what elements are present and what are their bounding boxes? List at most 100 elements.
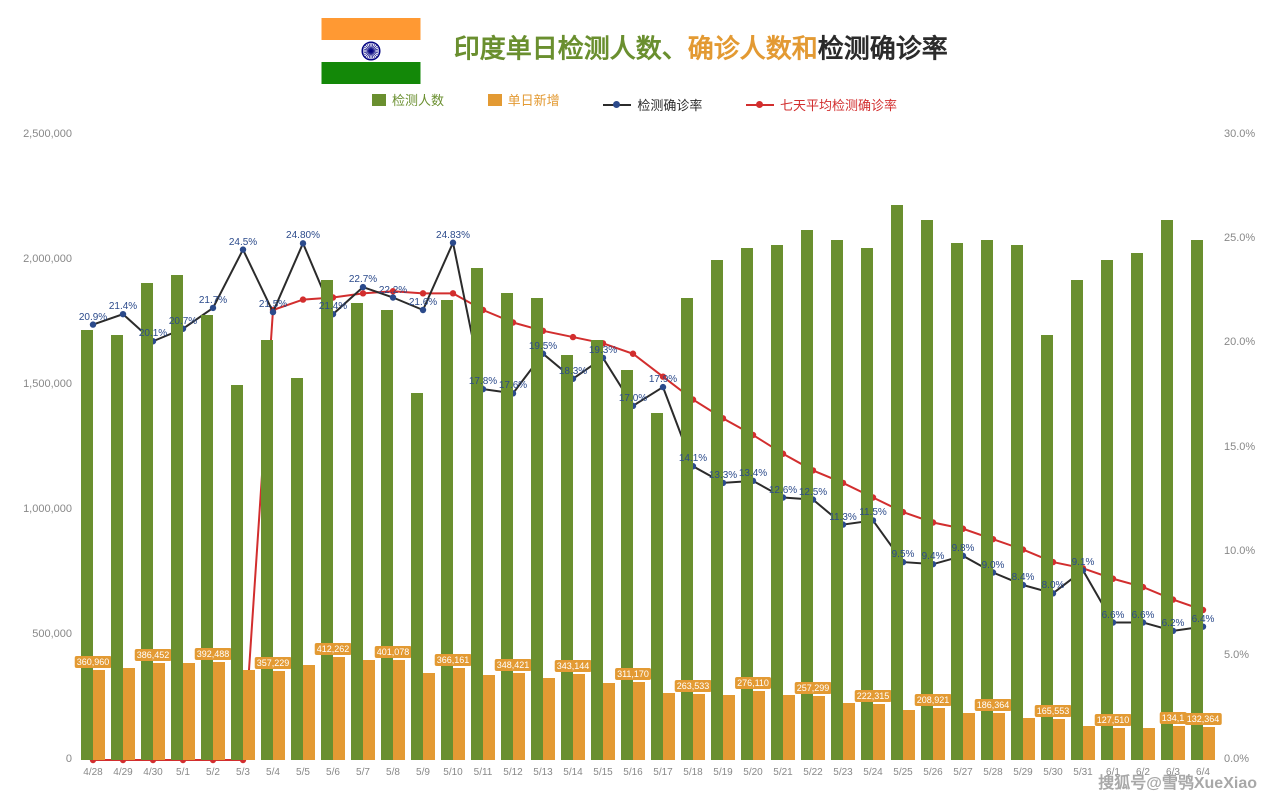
bar-cases bbox=[303, 665, 314, 760]
cases-label: 208,921 bbox=[915, 694, 952, 706]
bar-tests bbox=[861, 248, 872, 761]
cases-label: 401,078 bbox=[375, 646, 412, 658]
x-tick: 5/9 bbox=[416, 767, 430, 778]
x-tick: 5/1 bbox=[176, 767, 190, 778]
bar-cases bbox=[423, 673, 434, 761]
bar-tests bbox=[951, 243, 962, 761]
legend-rate-label: 检测确诊率 bbox=[637, 95, 702, 114]
rate-label: 6.6% bbox=[1102, 609, 1125, 620]
legend-avg-label: 七天平均检测确诊率 bbox=[780, 95, 897, 114]
bar-cases bbox=[483, 675, 494, 760]
x-tick: 5/12 bbox=[503, 767, 522, 778]
x-tick: 5/18 bbox=[683, 767, 702, 778]
rate-label: 13.4% bbox=[739, 468, 767, 479]
y2-tick: 0.0% bbox=[1224, 753, 1269, 765]
bar-cases bbox=[213, 662, 224, 760]
x-tick: 5/30 bbox=[1043, 767, 1062, 778]
bar-cases bbox=[123, 668, 134, 761]
x-tick: 5/10 bbox=[443, 767, 462, 778]
x-tick: 5/8 bbox=[386, 767, 400, 778]
rate-label: 9.0% bbox=[982, 559, 1005, 570]
x-tick: 5/11 bbox=[474, 767, 493, 778]
y1-tick: 500,000 bbox=[12, 628, 72, 640]
bar-tests bbox=[171, 275, 182, 760]
bar-tests bbox=[411, 393, 422, 761]
x-tick: 5/14 bbox=[563, 767, 582, 778]
bar-cases bbox=[723, 695, 734, 760]
india-flag-icon bbox=[321, 18, 421, 89]
cases-label: 311,170 bbox=[615, 668, 651, 680]
bar-tests bbox=[261, 340, 272, 760]
rate-label: 9.5% bbox=[892, 549, 915, 560]
x-tick: 5/20 bbox=[743, 767, 762, 778]
cases-label: 392,488 bbox=[195, 648, 232, 660]
y1-tick: 2,500,000 bbox=[12, 128, 72, 140]
legend-cases: 单日新增 bbox=[488, 90, 560, 109]
y2-tick: 25.0% bbox=[1224, 232, 1269, 244]
bar-cases bbox=[393, 660, 404, 760]
x-tick: 5/17 bbox=[653, 767, 672, 778]
bar-cases bbox=[543, 678, 554, 761]
rate-label: 8.4% bbox=[1012, 572, 1035, 583]
bar-tests bbox=[291, 378, 302, 761]
cases-label: 412,262 bbox=[315, 643, 352, 655]
bar-cases bbox=[453, 668, 464, 760]
bar-tests bbox=[891, 205, 902, 760]
bar-cases bbox=[993, 713, 1004, 760]
watermark: 搜狐号@雪鸮XueXiao bbox=[1098, 769, 1257, 793]
x-tick: 5/15 bbox=[593, 767, 612, 778]
bar-cases bbox=[663, 693, 674, 761]
cases-label: 360,960 bbox=[75, 656, 112, 668]
cases-label: 343,144 bbox=[555, 660, 592, 672]
x-tick: 5/26 bbox=[923, 767, 942, 778]
rate-label: 11.3% bbox=[829, 511, 857, 522]
cases-label: 276,110 bbox=[735, 677, 771, 689]
y2-tick: 15.0% bbox=[1224, 441, 1269, 453]
x-tick: 4/28 bbox=[83, 767, 102, 778]
bar-tests bbox=[1191, 240, 1202, 760]
legend-tests-label: 检测人数 bbox=[392, 90, 444, 109]
x-tick: 5/21 bbox=[773, 767, 792, 778]
cases-label: 222,315 bbox=[855, 690, 892, 702]
bar-tests bbox=[111, 335, 122, 760]
bar-tests bbox=[81, 330, 92, 760]
rate-label: 24.80% bbox=[286, 230, 320, 241]
rate-label: 17.8% bbox=[469, 376, 497, 387]
cases-label: 186,364 bbox=[975, 699, 1012, 711]
rate-label: 14.1% bbox=[679, 453, 707, 464]
rate-label: 12.6% bbox=[769, 484, 797, 495]
rate-label: 21.4% bbox=[319, 301, 347, 312]
bar-tests bbox=[561, 355, 572, 760]
bar-tests bbox=[381, 310, 392, 760]
bar-cases bbox=[243, 670, 254, 760]
rate-label: 9.4% bbox=[922, 551, 945, 562]
legend-cases-label: 单日新增 bbox=[508, 90, 560, 109]
bar-cases bbox=[603, 683, 614, 761]
rate-label: 17.6% bbox=[499, 380, 527, 391]
bar-cases bbox=[1143, 728, 1154, 761]
bar-cases bbox=[1203, 727, 1214, 760]
bar-cases bbox=[183, 663, 194, 761]
y2-tick: 10.0% bbox=[1224, 545, 1269, 557]
bar-cases bbox=[153, 663, 164, 760]
bar-cases bbox=[1173, 726, 1184, 760]
bar-tests bbox=[351, 303, 362, 761]
x-tick: 4/29 bbox=[113, 767, 132, 778]
legend: 检测人数 单日新增 检测确诊率 七天平均检测确诊率 bbox=[0, 90, 1269, 114]
bar-tests bbox=[621, 370, 632, 760]
bar-cases bbox=[1083, 726, 1094, 760]
rate-label: 21.7% bbox=[199, 295, 227, 306]
cases-label: 386,452 bbox=[135, 649, 172, 661]
y1-tick: 1,500,000 bbox=[12, 378, 72, 390]
bar-cases bbox=[273, 671, 284, 760]
bar-tests bbox=[771, 245, 782, 760]
rate-label: 6.4% bbox=[1192, 613, 1215, 624]
bar-tests bbox=[1041, 335, 1052, 760]
rate-label: 24.83% bbox=[436, 230, 470, 241]
rate-label: 18.3% bbox=[559, 366, 587, 377]
x-tick: 5/24 bbox=[863, 767, 882, 778]
x-tick: 5/23 bbox=[833, 767, 852, 778]
rate-label: 11.5% bbox=[859, 507, 887, 518]
bar-tests bbox=[441, 300, 452, 760]
plot-area: 0500,0001,000,0001,500,0002,000,0002,500… bbox=[78, 135, 1218, 760]
